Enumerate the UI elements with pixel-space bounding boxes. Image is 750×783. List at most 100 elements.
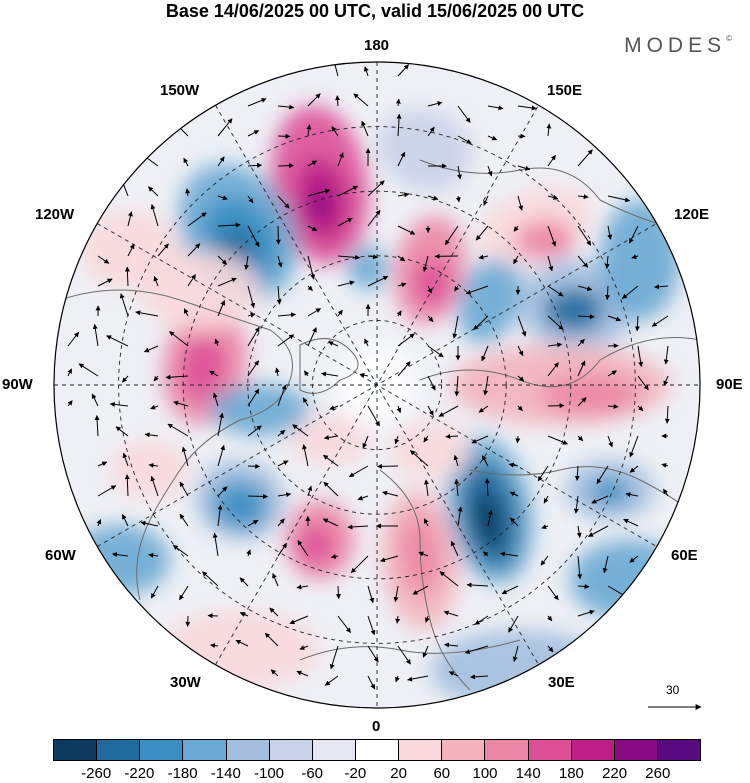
wind-vector (395, 98, 401, 107)
wind-vector (397, 361, 411, 377)
wind-vector (307, 225, 318, 232)
wind-vector (547, 403, 565, 409)
wind-vector (367, 180, 385, 197)
wind-vector (97, 461, 108, 467)
wind-vector (367, 209, 381, 227)
colorbar-segment (571, 740, 615, 760)
wind-vector (629, 555, 639, 563)
wind-vector (509, 491, 519, 497)
wind-vector (454, 285, 460, 292)
wind-vector (277, 334, 295, 347)
wind-vector (517, 315, 527, 337)
wind-vector (277, 312, 297, 318)
wind-vector (348, 465, 369, 478)
wind-vector (473, 315, 489, 330)
wind-vector (394, 435, 400, 445)
wind-vector (307, 188, 331, 197)
wind-vector (596, 465, 609, 485)
wind-vector (517, 105, 537, 111)
wind-vector (423, 518, 429, 527)
wind-vector (209, 370, 219, 377)
wind-vector (622, 285, 639, 299)
colorbar-segment (97, 740, 141, 760)
wind-vector (547, 585, 559, 601)
wind-vector (329, 405, 339, 410)
wind-vector (247, 360, 260, 377)
colorbar-segment (657, 740, 701, 760)
wind-vector (367, 405, 380, 427)
wind-vector (337, 280, 355, 287)
wind-vector (483, 195, 489, 206)
wind-vector (517, 405, 523, 412)
wind-vector (577, 194, 589, 200)
wind-vector (396, 113, 402, 137)
wind-vector (577, 555, 583, 580)
colorbar-tick-label: -180 (167, 765, 198, 782)
wind-vector (183, 157, 189, 167)
wind-vector (106, 335, 129, 347)
colorbar-tick-label: -100 (253, 765, 285, 782)
wind-vector (410, 450, 429, 467)
wind-vector (109, 401, 129, 407)
wind-vector (277, 133, 291, 139)
wind-vector (275, 225, 281, 245)
wind-vector (487, 165, 493, 177)
wind-vector (483, 375, 489, 396)
wind-vector (395, 675, 400, 683)
wind-vector (212, 532, 219, 557)
wind-vector (651, 315, 669, 327)
wind-vector (443, 610, 459, 617)
wind-vector (277, 163, 295, 169)
wind-vector (97, 278, 113, 287)
wind-vector (276, 285, 282, 305)
wind-vector (382, 490, 399, 497)
wind-vector (292, 424, 309, 437)
wind-vector (247, 326, 260, 347)
lon-label-150w: 150W (160, 82, 200, 99)
wind-vector (397, 64, 409, 77)
wind-vector (296, 670, 309, 677)
wind-vector (247, 225, 260, 248)
colorbar-segment (269, 740, 313, 760)
colorbar-segment (140, 740, 184, 760)
wind-vector (395, 615, 401, 624)
wind-vector (247, 519, 259, 527)
wind-vector (119, 293, 129, 317)
wind-vector (127, 211, 133, 227)
wind-vector (264, 632, 279, 647)
wind-vector (144, 432, 159, 438)
wind-vector (337, 615, 351, 633)
wind-vector (246, 549, 252, 557)
wind-vector (576, 525, 582, 538)
wind-vector (577, 314, 595, 320)
wind-vector (438, 405, 459, 417)
wind-vector (577, 338, 585, 347)
wind-vector (637, 345, 644, 367)
wind-vector (663, 345, 669, 365)
wind-vector (277, 518, 285, 527)
wind-vector (150, 204, 159, 227)
wind-vector (454, 375, 460, 397)
wind-vector (270, 669, 279, 677)
wind-vector (140, 520, 159, 527)
wind-vector (457, 135, 472, 144)
lon-label-30e: 30E (548, 674, 575, 691)
wind-vector (307, 93, 321, 107)
wind-vector (517, 165, 531, 171)
wind-vector (212, 392, 219, 407)
wind-vector (277, 542, 288, 557)
wind-vector (183, 308, 189, 317)
wind-vector (607, 370, 617, 377)
lon-label-90e: 90E (716, 376, 743, 393)
wind-vector (307, 160, 318, 167)
wind-vector (173, 400, 189, 407)
wind-vector (362, 435, 369, 449)
wind-vector (217, 444, 226, 467)
wind-vector (172, 544, 189, 557)
wind-vector (272, 572, 279, 587)
wind-vector (297, 540, 309, 557)
lon-label-30w: 30W (170, 674, 201, 691)
wind-vector (396, 405, 402, 414)
colorbar-tick-label: 180 (558, 765, 584, 782)
